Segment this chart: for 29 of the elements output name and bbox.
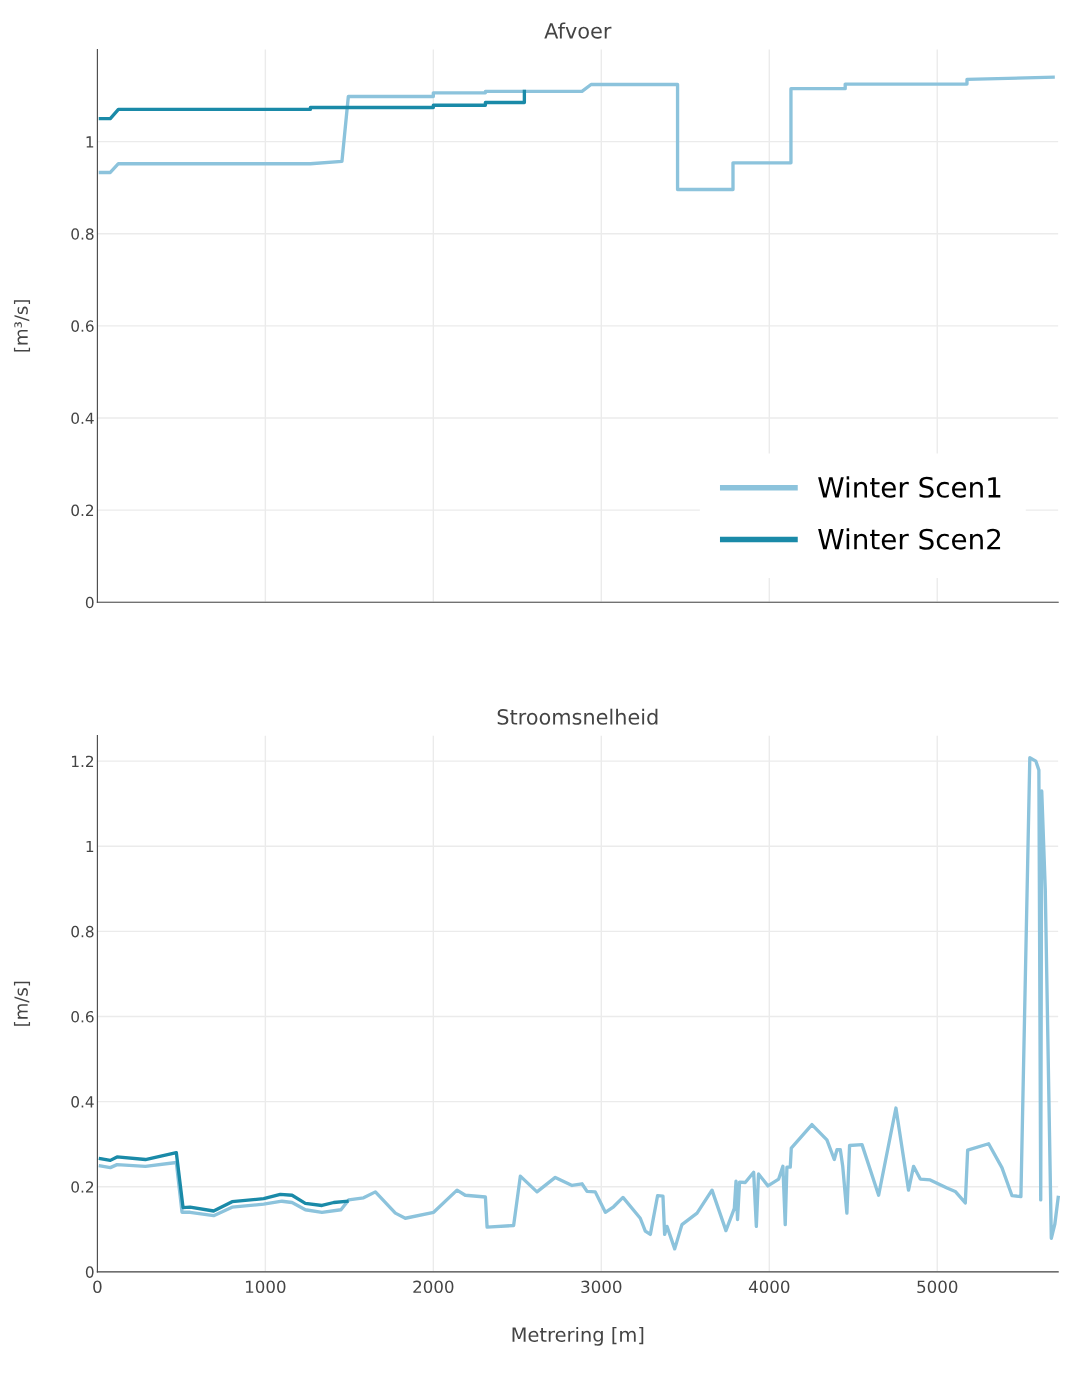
x-tick-label: 2000: [413, 1280, 454, 1294]
x-tick-label: 1000: [245, 1280, 286, 1294]
chart-title: Afvoer: [544, 22, 612, 39]
y-axis-title: [m³/s]: [13, 300, 31, 352]
y-tick-label: 0.6: [71, 1010, 94, 1023]
x-axis-title: Metrering [m]: [512, 1326, 644, 1346]
y-tick-label: 0.8: [71, 925, 94, 938]
chart-title: Stroomsnelheid: [497, 708, 658, 725]
y-tick-label: 1: [86, 136, 94, 148]
x-tick-label: 4000: [748, 1280, 790, 1294]
line-series: [98, 75, 1055, 192]
y-tick-label: 0.2: [71, 1181, 94, 1193]
y-tick-label: 0.4: [71, 412, 94, 425]
y-tick-label: 0: [85, 1266, 94, 1278]
x-tick-label: 3000: [581, 1280, 622, 1294]
y-tick-label: 1.2: [71, 755, 94, 767]
line-series: [98, 89, 527, 121]
legend-label: Winter Scen1: [818, 476, 1001, 498]
y-tick-label: 0.6: [71, 320, 94, 332]
y-tick-label: 0: [85, 596, 94, 609]
y-axis-title: [m/s]: [13, 981, 31, 1026]
y-tick-label: 0.4: [71, 1096, 94, 1108]
line-series: [98, 756, 1060, 1251]
y-tick-label: 0.2: [71, 504, 94, 517]
legend-label: Winter Scen2: [818, 528, 1001, 550]
y-tick-label: 0.8: [71, 228, 94, 240]
y-tick-label: 1: [86, 840, 94, 853]
line-series: [98, 1151, 349, 1213]
x-tick-label: 5000: [917, 1280, 958, 1294]
